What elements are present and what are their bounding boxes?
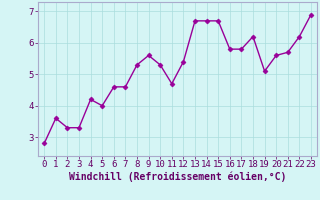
X-axis label: Windchill (Refroidissement éolien,°C): Windchill (Refroidissement éolien,°C) <box>69 172 286 182</box>
